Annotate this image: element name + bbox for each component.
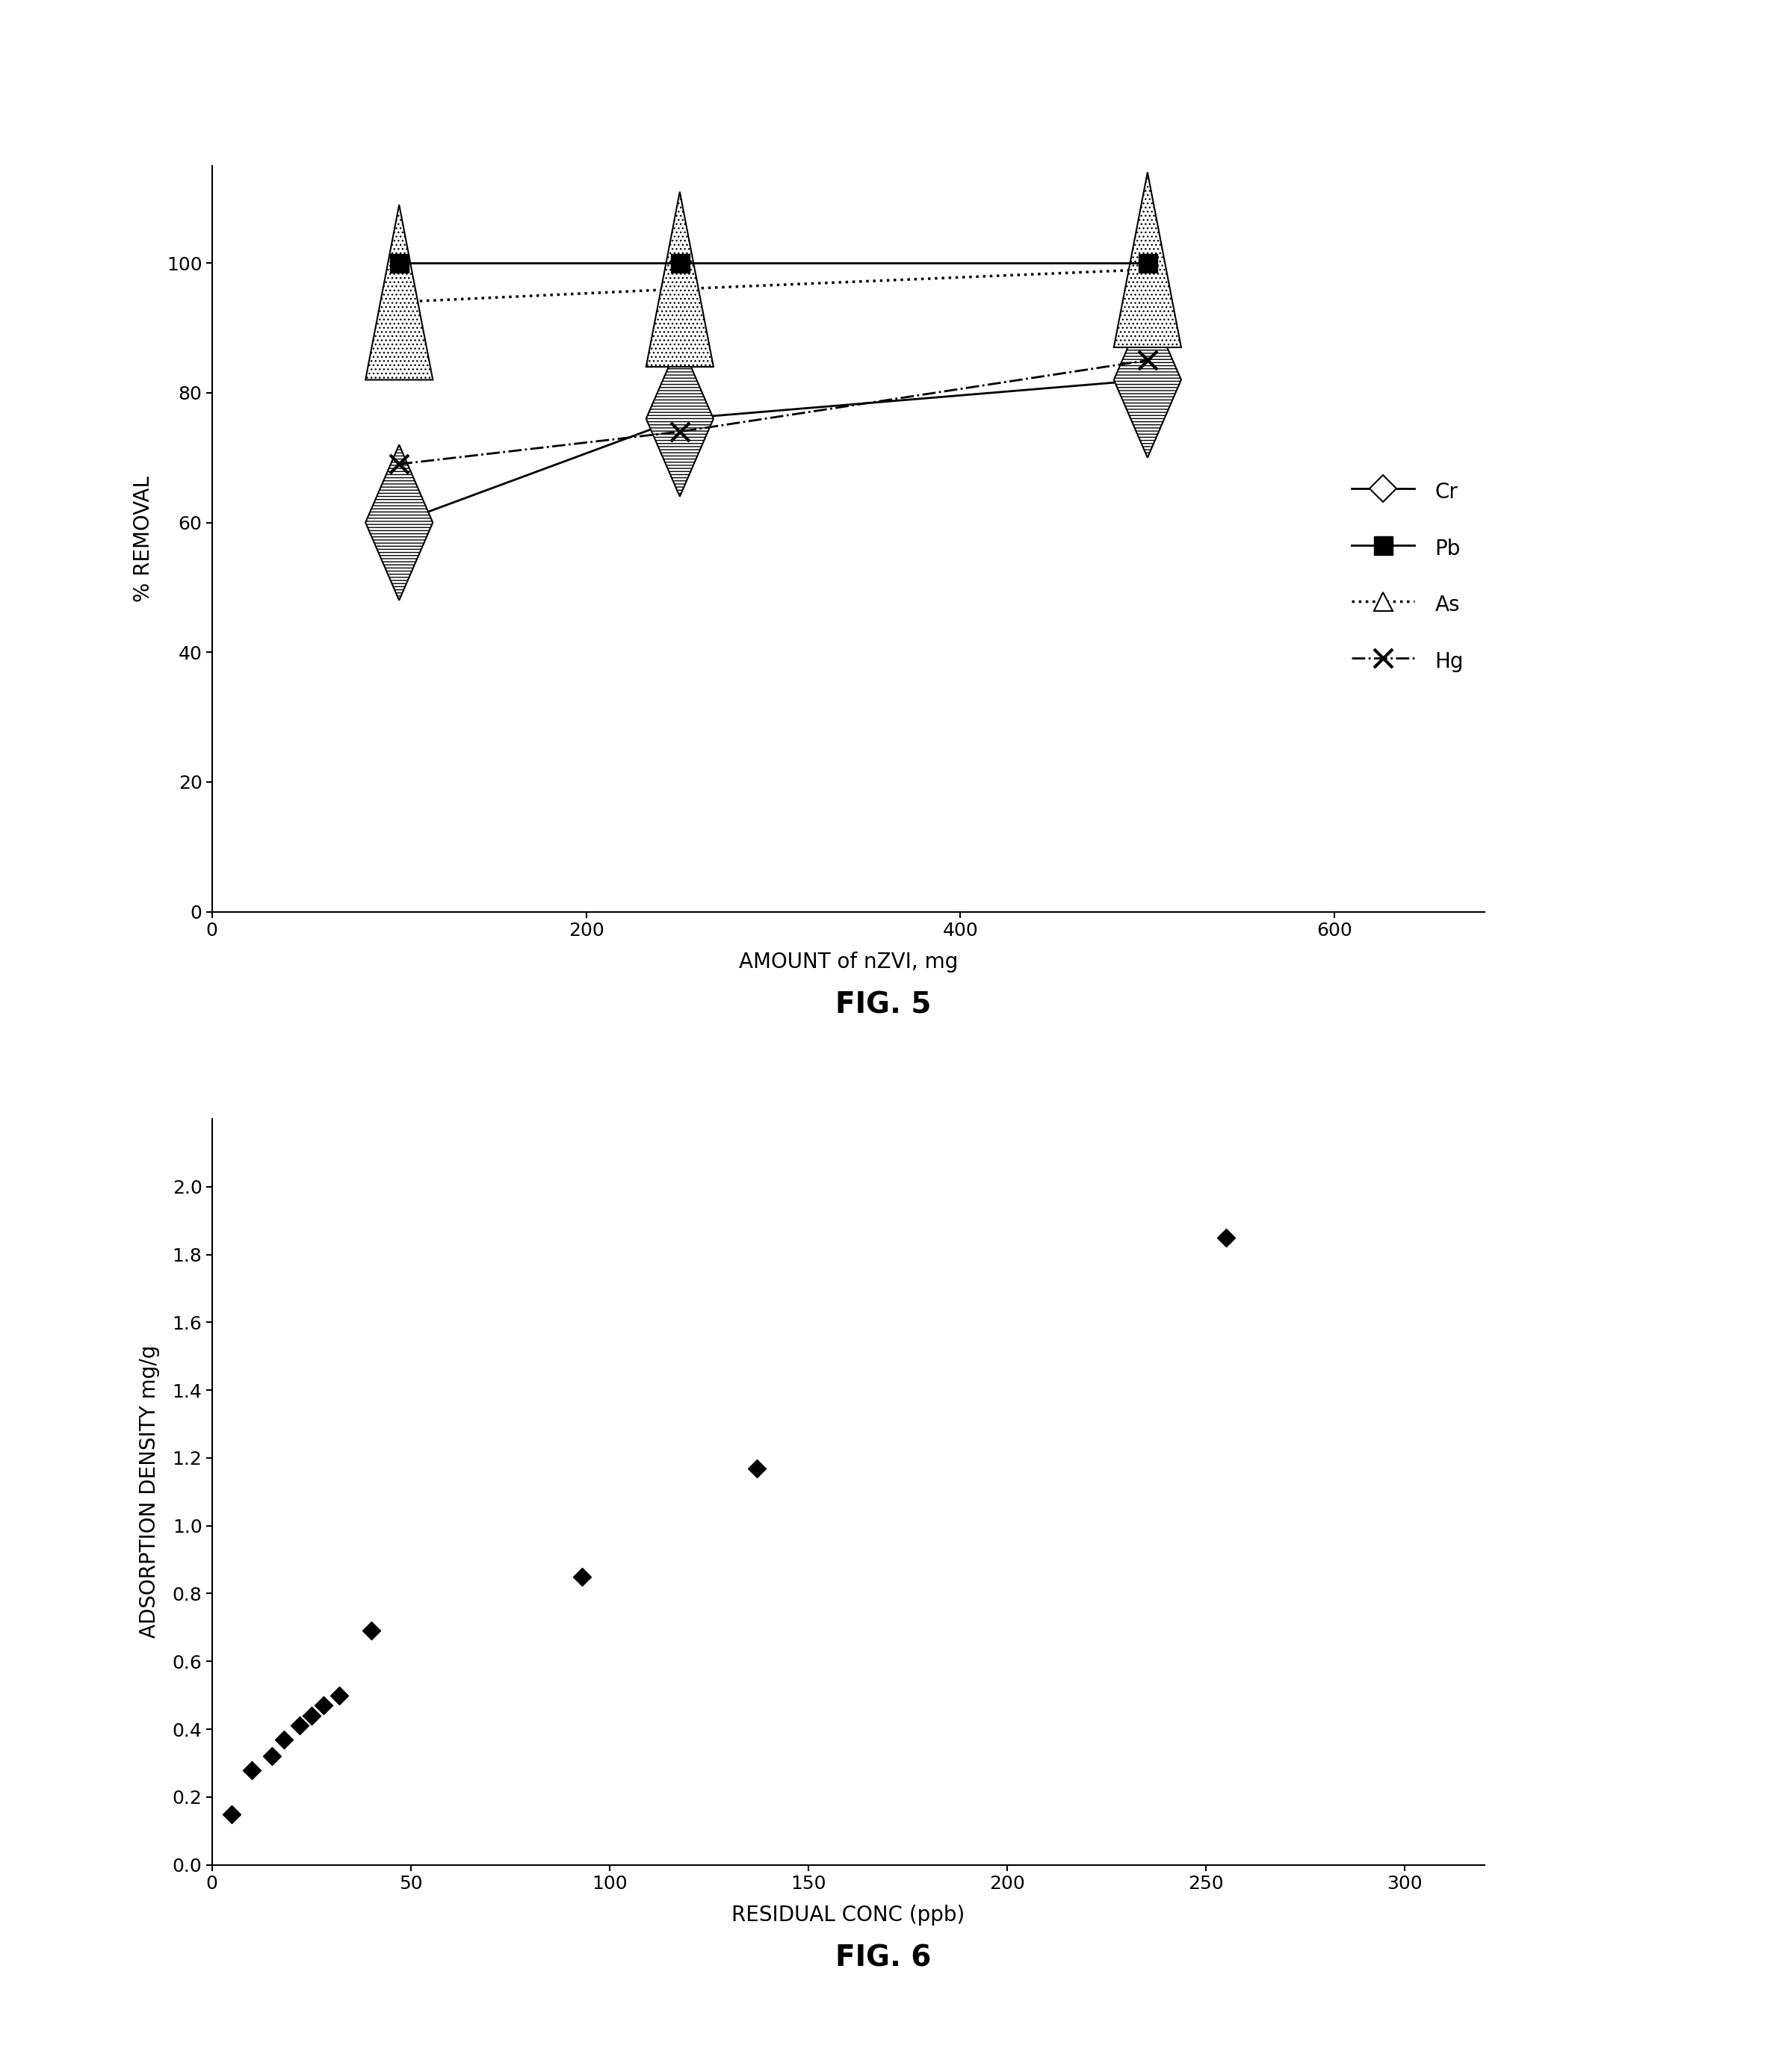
Hg bbox=[1136, 348, 1157, 373]
Y-axis label: % REMOVAL: % REMOVAL bbox=[133, 477, 154, 601]
Point bbox=[1212, 1220, 1240, 1254]
Point bbox=[742, 1452, 770, 1486]
Text: FIG. 6: FIG. 6 bbox=[836, 1944, 931, 1973]
Polygon shape bbox=[1113, 303, 1180, 458]
Point bbox=[357, 1614, 385, 1647]
Hg bbox=[670, 419, 691, 443]
Point bbox=[325, 1678, 353, 1711]
Line: Pb: Pb bbox=[391, 253, 1157, 271]
Pb bbox=[1136, 251, 1157, 276]
Legend: Cr, Pb, As, Hg: Cr, Pb, As, Hg bbox=[1341, 468, 1474, 684]
Point bbox=[284, 1709, 315, 1743]
Point bbox=[269, 1722, 297, 1755]
Polygon shape bbox=[647, 342, 714, 497]
Hg bbox=[389, 452, 410, 477]
Point bbox=[567, 1560, 595, 1593]
Line: Hg: Hg bbox=[391, 350, 1157, 474]
Point bbox=[237, 1753, 265, 1786]
X-axis label: AMOUNT of nZVI, mg: AMOUNT of nZVI, mg bbox=[739, 951, 958, 974]
Point bbox=[297, 1699, 325, 1732]
Point bbox=[258, 1740, 286, 1774]
X-axis label: RESIDUAL CONC (ppb): RESIDUAL CONC (ppb) bbox=[732, 1904, 965, 1927]
Pb bbox=[389, 251, 410, 276]
Point bbox=[309, 1689, 337, 1722]
Y-axis label: ADSORPTION DENSITY mg/g: ADSORPTION DENSITY mg/g bbox=[140, 1345, 161, 1639]
Polygon shape bbox=[1113, 172, 1180, 348]
Polygon shape bbox=[647, 193, 714, 367]
Polygon shape bbox=[366, 445, 433, 601]
Polygon shape bbox=[366, 205, 433, 379]
Pb bbox=[670, 251, 691, 276]
Text: FIG. 5: FIG. 5 bbox=[836, 990, 931, 1019]
Point bbox=[217, 1796, 246, 1830]
